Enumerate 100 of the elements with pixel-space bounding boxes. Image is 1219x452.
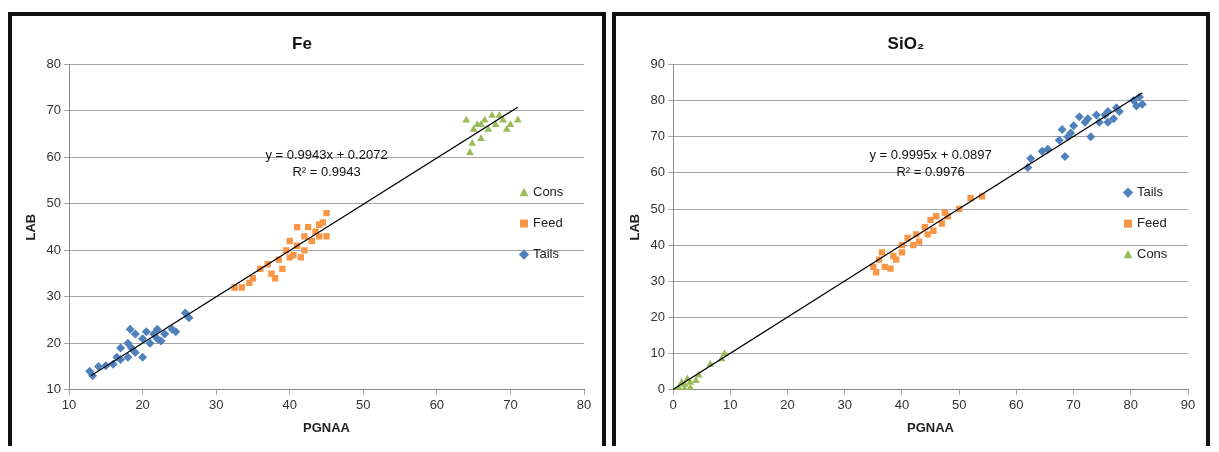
chart-title: SiO₂ [887, 33, 925, 53]
legend-label: Tails [533, 246, 560, 262]
x-tick-label: 40 [894, 397, 910, 413]
point [116, 343, 126, 353]
y-tick-label: 80 [46, 55, 62, 71]
point [1091, 110, 1101, 120]
point [1137, 99, 1147, 109]
point [469, 124, 478, 132]
point [279, 265, 286, 273]
point [315, 233, 323, 240]
x-tick-label: 20 [780, 397, 795, 413]
y-tick-label: 50 [46, 195, 62, 211]
x-tick-label: 70 [503, 397, 518, 413]
point [138, 352, 148, 362]
y-tick-label: 40 [650, 236, 666, 252]
point [1103, 117, 1113, 127]
point [123, 352, 133, 362]
point [692, 376, 700, 384]
point [123, 338, 133, 348]
x-axis-title: PGNAA [303, 419, 351, 435]
legend-label: Cons [533, 184, 564, 200]
x-tick-label: 0 [669, 397, 677, 413]
point [488, 111, 496, 118]
point [502, 124, 511, 132]
annotation: y = 0.9995x + 0.0897 [869, 147, 992, 163]
point [924, 231, 931, 238]
point [506, 120, 515, 128]
point [878, 249, 886, 256]
point [477, 134, 485, 142]
x-tick-label: 20 [135, 397, 150, 413]
x-tick-label: 50 [951, 397, 967, 413]
point [160, 329, 170, 339]
y-tick-label: 60 [650, 164, 666, 180]
x-tick-label: 50 [356, 397, 371, 413]
x-tick-label: 10 [61, 397, 77, 413]
x-tick-label: 10 [723, 397, 738, 413]
point [145, 338, 155, 348]
point [323, 209, 330, 217]
y-tick-label: 10 [46, 381, 62, 397]
y-tick-label: 20 [46, 334, 62, 350]
point [466, 148, 474, 155]
point [930, 227, 937, 234]
y-tick-label: 10 [650, 345, 666, 361]
legend-label: Feed [1137, 215, 1167, 231]
point [910, 242, 917, 249]
point [323, 233, 330, 240]
point [893, 256, 900, 263]
legend-label: Tails [1137, 184, 1164, 200]
x-tick-label: 60 [1009, 397, 1024, 413]
x-tick-label: 90 [1180, 397, 1196, 413]
x-tick-label: 60 [429, 397, 445, 413]
point [927, 216, 934, 224]
point [1109, 114, 1119, 124]
point [301, 233, 308, 240]
y-tick-label: 80 [650, 92, 666, 108]
annotation: R² = 0.9976 [896, 164, 965, 180]
y-tick-label: 60 [46, 148, 62, 164]
x-tick-label: 70 [1066, 397, 1081, 413]
y-axis-title: LAB [627, 213, 643, 241]
point [152, 324, 162, 334]
legend-label: Cons [1137, 246, 1168, 262]
x-tick-label: 30 [208, 397, 224, 413]
point [301, 247, 308, 254]
point [1057, 124, 1067, 134]
point [898, 249, 906, 256]
point [915, 238, 923, 245]
point [1054, 135, 1064, 145]
chart-title: Fe [292, 33, 312, 53]
y-axis-title: LAB [23, 213, 39, 241]
point [1086, 132, 1096, 142]
y-tick-label: 90 [650, 55, 666, 71]
y-tick-label: 70 [650, 128, 666, 144]
annotation: y = 0.9943x + 0.2072 [265, 147, 388, 163]
annotation: R² = 0.9943 [292, 164, 361, 180]
y-tick-label: 40 [46, 241, 62, 257]
point [130, 329, 140, 339]
legend-label: Feed [533, 215, 563, 231]
y-tick-label: 30 [650, 272, 666, 288]
x-tick-label: 80 [576, 397, 592, 413]
point [238, 284, 246, 291]
point [138, 334, 148, 344]
point [904, 234, 911, 242]
point [468, 138, 477, 146]
y-tick-label: 50 [650, 200, 666, 216]
point [1074, 112, 1084, 122]
point [491, 120, 500, 128]
y-tick-label: 0 [657, 381, 666, 397]
y-tick-label: 20 [650, 309, 666, 325]
y-tick-label: 30 [46, 288, 62, 304]
x-tick-label: 80 [1123, 397, 1139, 413]
point [130, 348, 140, 358]
point [1069, 121, 1079, 131]
point [125, 324, 135, 334]
y-tick-label: 70 [46, 102, 62, 118]
point [141, 327, 151, 337]
point [887, 265, 894, 272]
x-tick-label: 30 [837, 397, 852, 413]
x-axis-title: PGNAA [907, 419, 955, 435]
point [1026, 153, 1036, 163]
x-tick-label: 40 [282, 397, 297, 413]
